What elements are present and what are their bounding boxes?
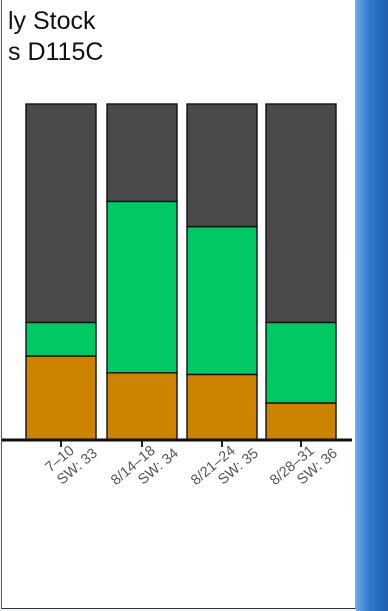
bar-segment-1-2 [25,321,97,357]
bar-segment-4-3 [265,103,337,324]
chart-title-line-2: s D115C [8,38,104,66]
bar-segment-2-1 [106,372,178,441]
chart-title: ly Stock s D115C [8,6,103,68]
bar-segment-1-1 [25,355,97,441]
bar-segment-3-3 [186,103,258,228]
x-tick-label-4: 8/28–31SW: 36 [267,433,341,502]
x-tick-label-2: 8/14–18SW: 34 [108,433,182,502]
bar-segment-4-2 [265,321,337,404]
bar-segment-3-1 [186,373,258,441]
chart-title-line-1: ly Stock [8,7,96,35]
bar-segment-2-2 [106,200,178,374]
stacked-bar-chart: 7–10SW: 33 8/14–18SW: 34 8/21–24SW: 35 8/28… [2,103,352,502]
bar-segment-3-2 [186,225,258,376]
bar-segment-1-3 [25,103,97,324]
chart-panel: ly Stock s D115C 7–10SW: 33 8/14–18SW: 34… [1,0,356,609]
bar-segment-4-1 [265,402,337,441]
window-frame [356,0,388,611]
x-tick-label-3: 8/21–24SW: 35 [188,433,262,502]
bar-segment-2-3 [106,103,178,203]
